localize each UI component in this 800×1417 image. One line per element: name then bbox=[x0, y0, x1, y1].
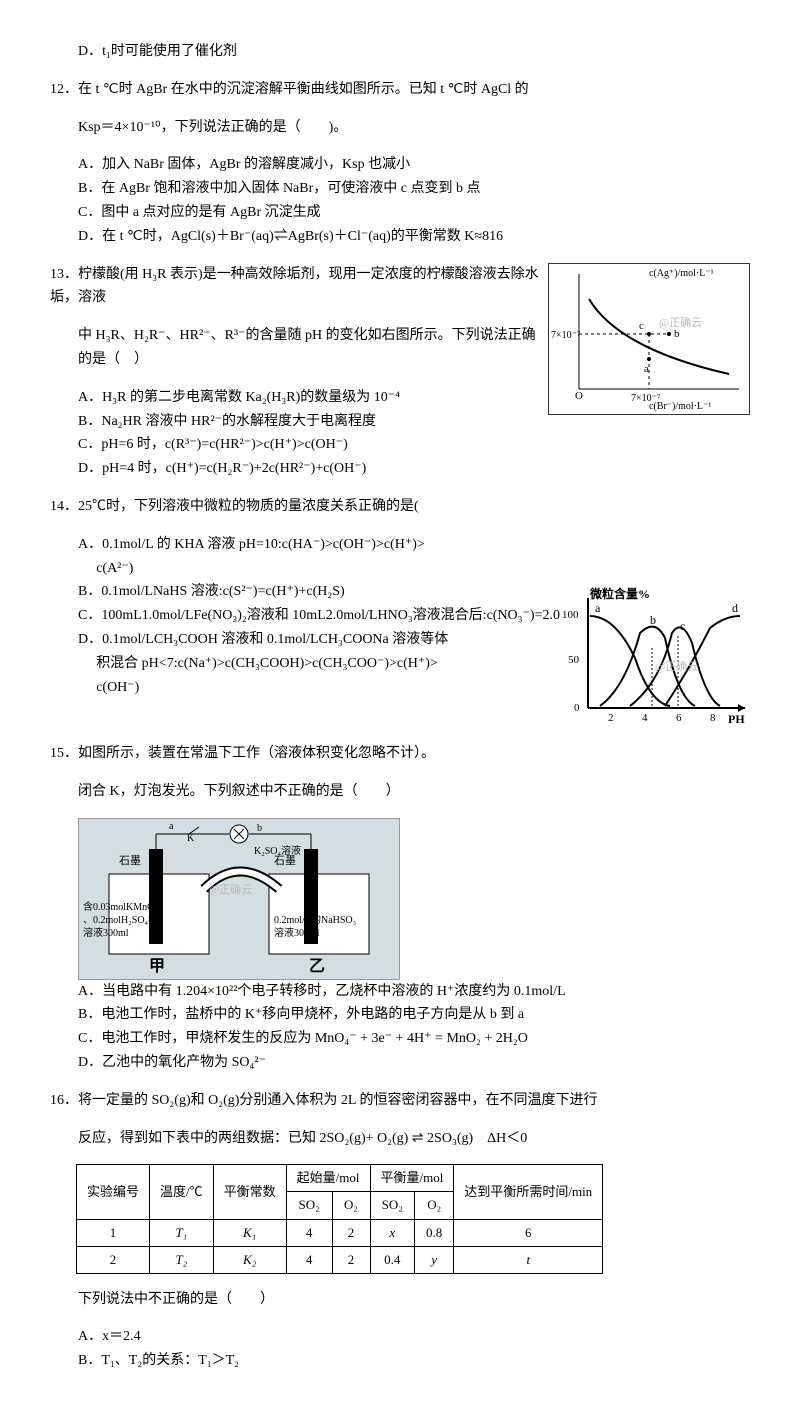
table-row: 2T₂K₂ 42 0.4yt bbox=[77, 1246, 603, 1273]
q13: c(Ag⁺)/mol·L⁻¹ c(Br⁻)/mol·L⁻¹ a b c 7×10… bbox=[50, 263, 750, 481]
q14-a2: c(A²⁻) bbox=[78, 557, 750, 581]
q11-opt-d: D．t₁时可能使用了催化剂 bbox=[78, 40, 750, 64]
q12: 12．在 t ℃时 AgBr 在水中的沉淀溶解平衡曲线如图所示。已知 t ℃时 … bbox=[50, 78, 750, 249]
watermark: @正确云 bbox=[659, 314, 702, 333]
q15-d: D．乙池中的氧化产物为 SO₄²⁻ bbox=[78, 1051, 750, 1075]
svg-text:a: a bbox=[644, 363, 649, 375]
q12-c: C．图中 a 点对应的是有 AgBr 沉淀生成 bbox=[78, 201, 750, 225]
svg-text:c: c bbox=[639, 320, 644, 332]
svg-text:8: 8 bbox=[710, 712, 716, 724]
q14: 14．25℃时，下列溶液中微粒的物质的量浓度关系正确的是( A．0.1mol/L… bbox=[50, 495, 750, 728]
q16-stem1: 16．将一定量的 SO₂(g)和 O₂(g)分别通入体积为 2L 的恒容密闭容器… bbox=[50, 1089, 750, 1113]
svg-text:PH: PH bbox=[728, 712, 745, 726]
fraction-chart: 100 50 0 2 4 6 8 PH a b c d 微粒含量% @正确云 bbox=[560, 588, 750, 728]
th-exp: 实验编号 bbox=[77, 1165, 150, 1219]
chart1-svg: c(Ag⁺)/mol·L⁻¹ c(Br⁻)/mol·L⁻¹ a b c 7×10… bbox=[549, 264, 749, 414]
svg-text:乙: 乙 bbox=[309, 958, 325, 975]
chart2-wm: @正确云 bbox=[655, 658, 698, 677]
q16-post: 下列说法中不正确的是（ ） bbox=[78, 1288, 750, 1312]
q12-d: D．在 t ℃时，AgCl(s)＋Br⁻(aq)⇌AgBr(s)＋Cl⁻(aq)… bbox=[78, 225, 750, 249]
q16-b: B．T₁、T₂的关系：T₁＞T₂ bbox=[78, 1349, 750, 1373]
svg-text:7×10⁻⁷: 7×10⁻⁷ bbox=[551, 330, 581, 341]
table-row: 1T₁K₁ 42 x0.86 bbox=[77, 1219, 603, 1246]
svg-text:O: O bbox=[575, 390, 583, 402]
q15-stem2: 闭合 K，灯泡发光。下列叙述中不正确的是（ ） bbox=[78, 780, 750, 804]
svg-text:b: b bbox=[650, 613, 656, 627]
q15-b: B．电池工作时，盐桥中的 K⁺移向甲烧杯，外电路的电子方向是从 b 到 a bbox=[78, 1003, 750, 1027]
svg-text:7×10⁻⁷: 7×10⁻⁷ bbox=[631, 393, 661, 404]
q16-stem2: 反应，得到如下表中的两组数据：已知 2SO₂(g)+ O₂(g) ⇌ 2SO₃(… bbox=[78, 1127, 750, 1151]
q12-stem: 12．在 t ℃时 AgBr 在水中的沉淀溶解平衡曲线如图所示。已知 t ℃时 … bbox=[50, 78, 750, 102]
q13-d: D．pH=4 时，c(H⁺)=c(H₂R⁻)+2c(HR²⁻)+c(OH⁻) bbox=[78, 457, 750, 481]
svg-text:4: 4 bbox=[642, 712, 648, 724]
svg-text:50: 50 bbox=[568, 654, 580, 666]
q15: 15．如图所示，装置在常温下工作（溶液体积变化忽略不计）。 闭合 K，灯泡发光。… bbox=[50, 742, 750, 1075]
chart2-ylabel: 微粒含量% bbox=[590, 584, 650, 604]
q15-stem1: 15．如图所示，装置在常温下工作（溶液体积变化忽略不计）。 bbox=[50, 742, 750, 766]
q16: 16．将一定量的 SO₂(g)和 O₂(g)分别通入体积为 2L 的恒容密闭容器… bbox=[50, 1089, 750, 1373]
left-solution-label: 含0.03molKMnO₄ 、0.2molH₂SO₄的 溶液300ml bbox=[83, 901, 158, 940]
q12-stem2: Ksp＝4×10⁻¹⁰，下列说法正确的是（ )。 bbox=[78, 116, 750, 140]
electrochem-device: a K b 石墨 石墨 K₂SO₄溶液 甲 乙 含0.03molKMnO₄ 、0… bbox=[78, 818, 400, 980]
q16-a: A．x＝2.4 bbox=[78, 1325, 750, 1349]
svg-text:甲: 甲 bbox=[149, 957, 165, 975]
th-temp: 温度/℃ bbox=[150, 1165, 214, 1219]
solubility-chart: c(Ag⁺)/mol·L⁻¹ c(Br⁻)/mol·L⁻¹ a b c 7×10… bbox=[548, 263, 750, 415]
svg-text:2: 2 bbox=[608, 712, 614, 724]
th-start: 起始量/mol bbox=[286, 1165, 370, 1192]
th-k: 平衡常数 bbox=[213, 1165, 286, 1219]
th-time: 达到平衡所需时间/min bbox=[454, 1165, 603, 1219]
device-wm: @正确云 bbox=[209, 881, 252, 900]
svg-text:100: 100 bbox=[562, 609, 579, 621]
svg-text:d: d bbox=[732, 601, 738, 615]
svg-text:K₂SO₄溶液: K₂SO₄溶液 bbox=[254, 844, 301, 857]
right-solution-label: 0.2mol/L的NaHSO₃ 溶液300ml bbox=[274, 914, 356, 940]
svg-text:6: 6 bbox=[676, 712, 682, 724]
chart1-ylabel: c(Ag⁺)/mol·L⁻¹ bbox=[649, 268, 714, 279]
svg-text:石墨: 石墨 bbox=[119, 854, 141, 867]
q15-a: A．当电路中有 1.204×10²²个电子转移时，乙烧杯中溶液的 H⁺浓度约为 … bbox=[78, 980, 750, 1004]
q16-table: 实验编号 温度/℃ 平衡常数 起始量/mol 平衡量/mol 达到平衡所需时间/… bbox=[76, 1164, 603, 1273]
svg-text:K: K bbox=[187, 833, 195, 844]
q14-stem: 14．25℃时，下列溶液中微粒的物质的量浓度关系正确的是( bbox=[50, 495, 750, 519]
q15-c: C．电池工作时，甲烧杯发生的反应为 MnO₄⁻ + 3e⁻ + 4H⁺ = Mn… bbox=[78, 1027, 750, 1051]
svg-text:c: c bbox=[680, 619, 685, 633]
q13-c: C．pH=6 时，c(R³⁻)=c(HR²⁻)>c(H⁺)>c(OH⁻) bbox=[78, 433, 750, 457]
svg-text:0: 0 bbox=[574, 702, 580, 714]
q12-b: B．在 AgBr 饱和溶液中加入固体 NaBr，可使溶液中 c 点变到 b 点 bbox=[78, 177, 750, 201]
svg-text:b: b bbox=[257, 823, 262, 834]
q14-a1: A．0.1mol/L 的 KHA 溶液 pH=10:c(HA⁻)>c(OH⁻)>… bbox=[78, 533, 750, 557]
svg-text:a: a bbox=[169, 821, 174, 832]
th-eq: 平衡量/mol bbox=[370, 1165, 454, 1192]
q12-a: A．加入 NaBr 固体，AgBr 的溶解度减小，Ksp 也减小 bbox=[78, 153, 750, 177]
